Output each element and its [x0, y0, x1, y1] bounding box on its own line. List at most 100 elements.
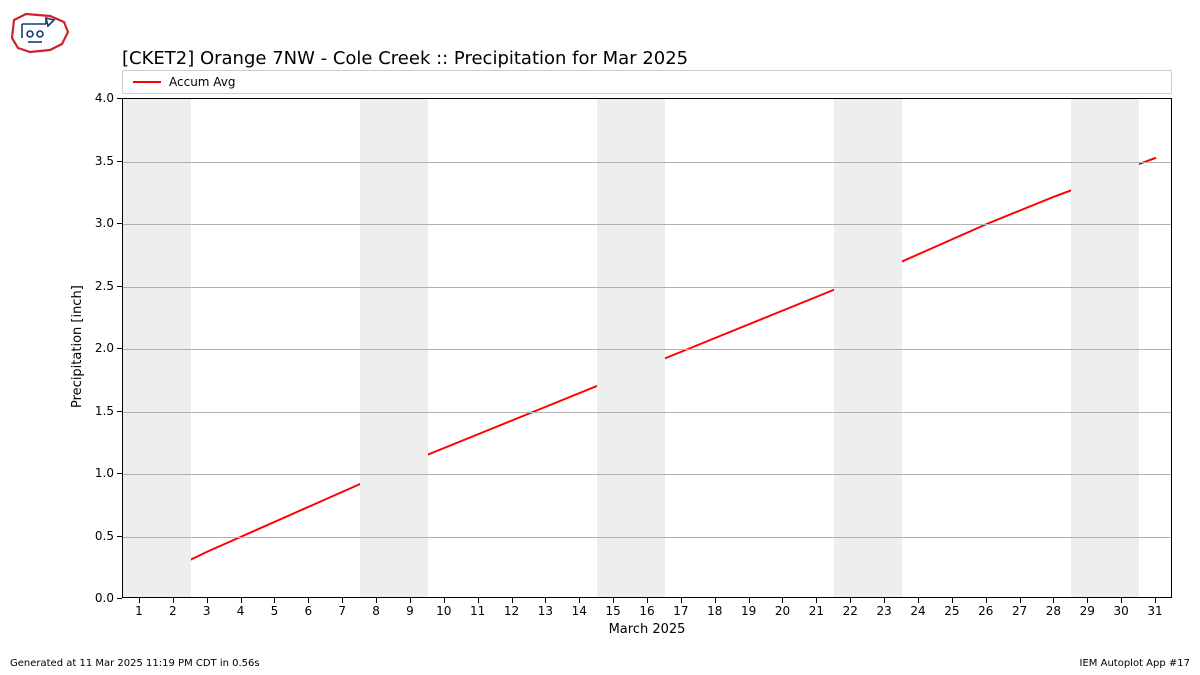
gridline	[123, 412, 1171, 413]
x-tick-label: 2	[169, 604, 177, 618]
x-tick-mark	[850, 598, 851, 603]
x-tick-label: 9	[406, 604, 414, 618]
x-tick-label: 21	[809, 604, 824, 618]
x-tick-mark	[444, 598, 445, 603]
x-tick-label: 6	[304, 604, 312, 618]
y-tick-label: 2.5	[86, 279, 114, 293]
x-tick-label: 5	[271, 604, 279, 618]
x-tick-mark	[986, 598, 987, 603]
x-tick-label: 10	[436, 604, 451, 618]
gridline	[123, 474, 1171, 475]
x-tick-mark	[478, 598, 479, 603]
y-tick-mark	[117, 98, 122, 99]
footer-app: IEM Autoplot App #17	[1080, 658, 1190, 669]
x-tick-label: 17	[673, 604, 688, 618]
gridline	[123, 224, 1171, 225]
weekend-band	[834, 99, 902, 597]
y-tick-label: 1.0	[86, 466, 114, 480]
y-tick-mark	[117, 286, 122, 287]
x-tick-label: 23	[876, 604, 891, 618]
x-tick-mark	[308, 598, 309, 603]
x-tick-mark	[1053, 598, 1054, 603]
x-tick-mark	[647, 598, 648, 603]
y-tick-label: 4.0	[86, 91, 114, 105]
x-tick-mark	[241, 598, 242, 603]
chart-canvas: [CKET2] Orange 7NW - Cole Creek :: Preci…	[0, 0, 1200, 675]
gridline	[123, 537, 1171, 538]
y-tick-mark	[117, 598, 122, 599]
y-tick-mark	[117, 348, 122, 349]
x-tick-label: 26	[978, 604, 993, 618]
y-tick-mark	[117, 223, 122, 224]
x-tick-mark	[749, 598, 750, 603]
x-tick-mark	[376, 598, 377, 603]
y-tick-mark	[117, 536, 122, 537]
x-tick-mark	[1121, 598, 1122, 603]
y-tick-mark	[117, 473, 122, 474]
x-tick-label: 25	[944, 604, 959, 618]
x-tick-mark	[139, 598, 140, 603]
y-tick-label: 3.0	[86, 216, 114, 230]
x-tick-mark	[512, 598, 513, 603]
x-tick-label: 12	[504, 604, 519, 618]
x-tick-label: 1	[135, 604, 143, 618]
x-tick-label: 8	[372, 604, 380, 618]
x-tick-label: 27	[1012, 604, 1027, 618]
x-tick-mark	[545, 598, 546, 603]
y-axis-label: Precipitation [inch]	[70, 285, 85, 408]
gridline	[123, 162, 1171, 163]
weekend-band	[360, 99, 428, 597]
legend: Accum Avg	[122, 70, 1172, 94]
y-tick-label: 2.0	[86, 341, 114, 355]
x-tick-mark	[816, 598, 817, 603]
x-tick-label: 4	[237, 604, 245, 618]
x-tick-label: 14	[572, 604, 587, 618]
x-tick-label: 22	[843, 604, 858, 618]
gridline	[123, 349, 1171, 350]
x-tick-mark	[884, 598, 885, 603]
y-tick-mark	[117, 411, 122, 412]
x-tick-mark	[952, 598, 953, 603]
weekend-band	[1071, 99, 1139, 597]
x-tick-mark	[715, 598, 716, 603]
x-tick-label: 30	[1114, 604, 1129, 618]
title-line-1: [CKET2] Orange 7NW - Cole Creek :: Preci…	[122, 48, 688, 70]
x-tick-mark	[342, 598, 343, 603]
x-axis-label: March 2025	[609, 622, 686, 637]
x-tick-label: 31	[1147, 604, 1162, 618]
legend-swatch	[133, 81, 161, 83]
x-tick-mark	[1087, 598, 1088, 603]
x-tick-label: 28	[1046, 604, 1061, 618]
x-tick-label: 15	[605, 604, 620, 618]
x-tick-mark	[1020, 598, 1021, 603]
x-tick-label: 19	[741, 604, 756, 618]
x-tick-label: 3	[203, 604, 211, 618]
x-tick-mark	[274, 598, 275, 603]
x-tick-label: 24	[910, 604, 925, 618]
y-tick-label: 0.0	[86, 591, 114, 605]
x-tick-mark	[579, 598, 580, 603]
footer-generated: Generated at 11 Mar 2025 11:19 PM CDT in…	[10, 658, 260, 669]
x-tick-mark	[1155, 598, 1156, 603]
gridline	[123, 287, 1171, 288]
x-tick-mark	[173, 598, 174, 603]
x-tick-label: 13	[538, 604, 553, 618]
x-tick-mark	[410, 598, 411, 603]
x-tick-label: 29	[1080, 604, 1095, 618]
weekend-band	[123, 99, 191, 597]
x-tick-mark	[613, 598, 614, 603]
x-tick-label: 20	[775, 604, 790, 618]
x-tick-label: 16	[639, 604, 654, 618]
y-tick-label: 1.5	[86, 404, 114, 418]
x-tick-label: 18	[707, 604, 722, 618]
x-tick-mark	[207, 598, 208, 603]
x-tick-mark	[782, 598, 783, 603]
y-tick-mark	[117, 161, 122, 162]
weekend-band	[597, 99, 665, 597]
legend-label: Accum Avg	[169, 75, 236, 89]
plot-area	[122, 98, 1172, 598]
x-tick-label: 11	[470, 604, 485, 618]
y-tick-label: 3.5	[86, 154, 114, 168]
y-tick-label: 0.5	[86, 529, 114, 543]
x-tick-mark	[681, 598, 682, 603]
